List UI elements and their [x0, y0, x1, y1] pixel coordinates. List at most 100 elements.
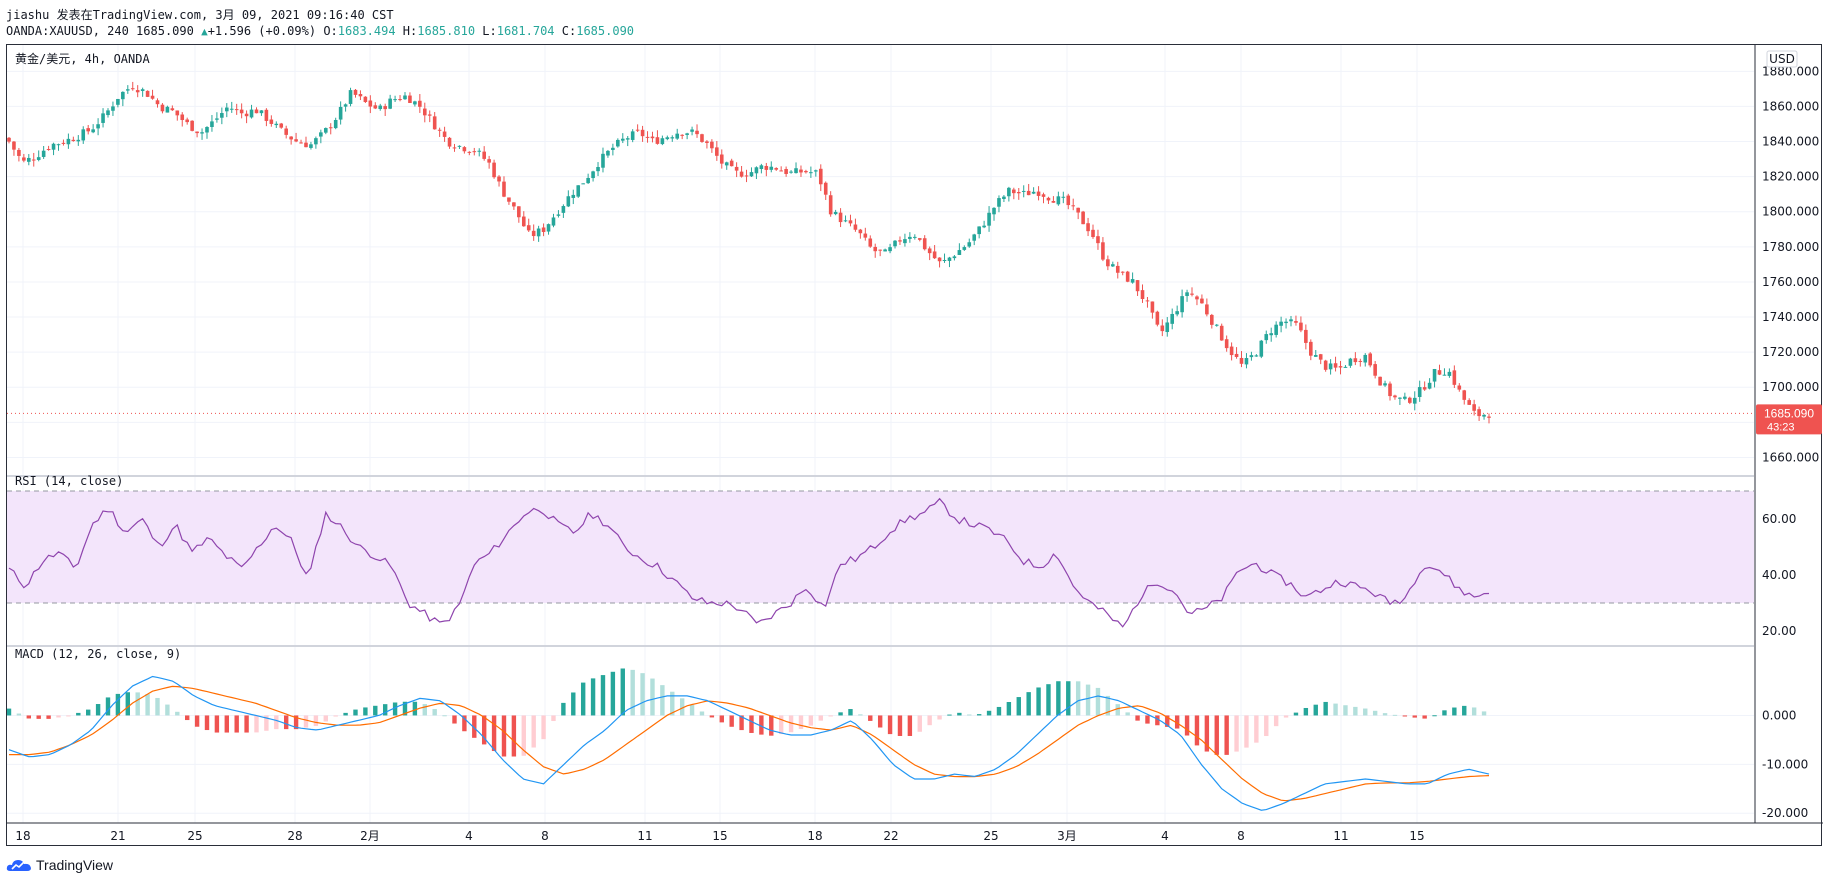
- header-line-symbol: OANDA:XAUUSD, 240 1685.090 ▲+1.596 (+0.0…: [6, 24, 634, 38]
- candle-body: [715, 147, 719, 156]
- candle-body: [695, 130, 699, 135]
- candle-body: [1056, 196, 1061, 205]
- candle-body: [630, 131, 635, 140]
- candle-body: [422, 108, 427, 116]
- macd-histogram-bar: [729, 715, 734, 727]
- candle-body: [982, 225, 986, 228]
- candle-body: [1294, 321, 1298, 323]
- candle-body: [1061, 196, 1066, 198]
- candle-body: [1299, 322, 1303, 331]
- candle-body: [135, 90, 140, 93]
- macd-histogram-bar: [1095, 687, 1101, 716]
- candle-body: [393, 99, 397, 101]
- candle-body: [774, 168, 779, 170]
- candle-body: [1125, 271, 1130, 282]
- price-tick-label: 1660.000: [1762, 450, 1819, 464]
- candle-body: [952, 256, 957, 259]
- candle-body: [1007, 187, 1011, 197]
- candle-body: [1012, 189, 1016, 194]
- candle-body: [744, 175, 749, 177]
- macd-histogram-bar: [194, 715, 200, 727]
- candle-body: [244, 113, 249, 117]
- candle-body: [1081, 211, 1085, 225]
- macd-tick-label: -10.000: [1762, 757, 1808, 771]
- rsi-tick-label: 40.00: [1762, 568, 1796, 582]
- chart-canvas[interactable]: 18 21 25 28 2月 4 8 11 15 18 22 25 3月 4 8 11 15 1660.000 16…: [7, 45, 1823, 847]
- candle-body: [992, 207, 996, 215]
- tradingview-logo[interactable]: TradingView: [6, 854, 113, 876]
- price-tick-label: 1880.000: [1762, 64, 1819, 78]
- macd-histogram-bar: [1184, 715, 1190, 736]
- macd-histogram-bar: [412, 701, 418, 716]
- macd-histogram-bar: [353, 709, 358, 716]
- candle-body: [91, 129, 95, 133]
- macd-histogram-bar: [293, 715, 299, 730]
- macd-histogram-bar: [105, 697, 111, 716]
- price-tick-label: 1840.000: [1762, 135, 1819, 149]
- price-tick-label: 1700.000: [1762, 380, 1819, 394]
- candle-body: [314, 138, 318, 145]
- candle-body: [521, 216, 526, 227]
- macd-histogram-bar: [1056, 681, 1061, 716]
- macd-histogram-bar: [422, 704, 427, 716]
- chart-frame[interactable]: 18 21 25 28 2月 4 8 11 15 18 22 25 3月 4 8 11 15 1660.000 16…: [6, 44, 1823, 847]
- candle-body: [848, 220, 853, 224]
- candle-body: [1086, 223, 1090, 232]
- candle-body: [1210, 314, 1214, 325]
- rsi-pane: [7, 490, 1754, 628]
- macd-histogram-bar: [1194, 715, 1200, 746]
- macd-histogram-bar: [551, 715, 556, 722]
- macd-histogram-bar: [274, 715, 279, 730]
- candle-body: [913, 236, 917, 238]
- candle-body: [1046, 197, 1051, 201]
- macd-histogram-bar: [382, 704, 388, 716]
- candle-body: [1373, 364, 1377, 376]
- macd-histogram-bar: [689, 704, 695, 716]
- macd-histogram-bar: [650, 678, 655, 716]
- candle-body: [1279, 321, 1283, 326]
- candle-body: [1408, 397, 1412, 403]
- candle-body: [81, 129, 86, 141]
- macd-histogram-bar: [1273, 715, 1279, 727]
- candle-body: [799, 169, 803, 173]
- macd-histogram-bar: [1363, 708, 1368, 716]
- candle-body: [1051, 200, 1056, 203]
- candle-body: [457, 145, 462, 147]
- candle-body: [125, 89, 130, 91]
- x-tick-label: 4: [1161, 829, 1169, 843]
- candle-body: [1021, 190, 1026, 192]
- macd-histogram-bar: [135, 692, 140, 716]
- x-tick-label: 11: [1333, 829, 1348, 843]
- candle-body: [665, 137, 670, 140]
- candle-body: [239, 109, 244, 114]
- candle-body: [12, 141, 16, 150]
- candle-body: [418, 100, 422, 107]
- candle-body: [1219, 325, 1224, 341]
- macd-histogram-bar: [986, 710, 992, 716]
- countdown-label: 43:23: [1767, 421, 1795, 433]
- candle-body: [1165, 322, 1170, 333]
- candle-body: [1026, 190, 1031, 196]
- candle-body: [957, 250, 962, 255]
- macd-histogram-bar: [887, 715, 893, 735]
- candle-body: [1338, 366, 1343, 368]
- candle-body: [843, 220, 848, 222]
- candle-body: [41, 150, 46, 157]
- macd-histogram-bar: [561, 702, 566, 716]
- candle-body: [1135, 280, 1140, 292]
- macd-histogram-bar: [858, 714, 863, 716]
- candle-body: [561, 206, 566, 213]
- candle-body: [680, 134, 684, 136]
- macd-histogram-bar: [392, 702, 398, 716]
- price-change: +1.596 (+0.09%): [207, 24, 317, 38]
- publish-info: 发表在TradingView.com, 3月 09, 2021 09:16:40…: [56, 8, 394, 22]
- candle-body: [922, 238, 927, 250]
- candle-body: [908, 236, 912, 239]
- header-line-author: jiashu 发表在TradingView.com, 3月 09, 2021 0…: [6, 6, 394, 23]
- candle-body: [1180, 296, 1184, 313]
- candle-body: [279, 123, 284, 128]
- macd-histogram-bar: [264, 715, 269, 731]
- candle-body: [586, 177, 590, 184]
- candle-body: [1150, 301, 1155, 313]
- macd-histogram-bar: [828, 715, 833, 717]
